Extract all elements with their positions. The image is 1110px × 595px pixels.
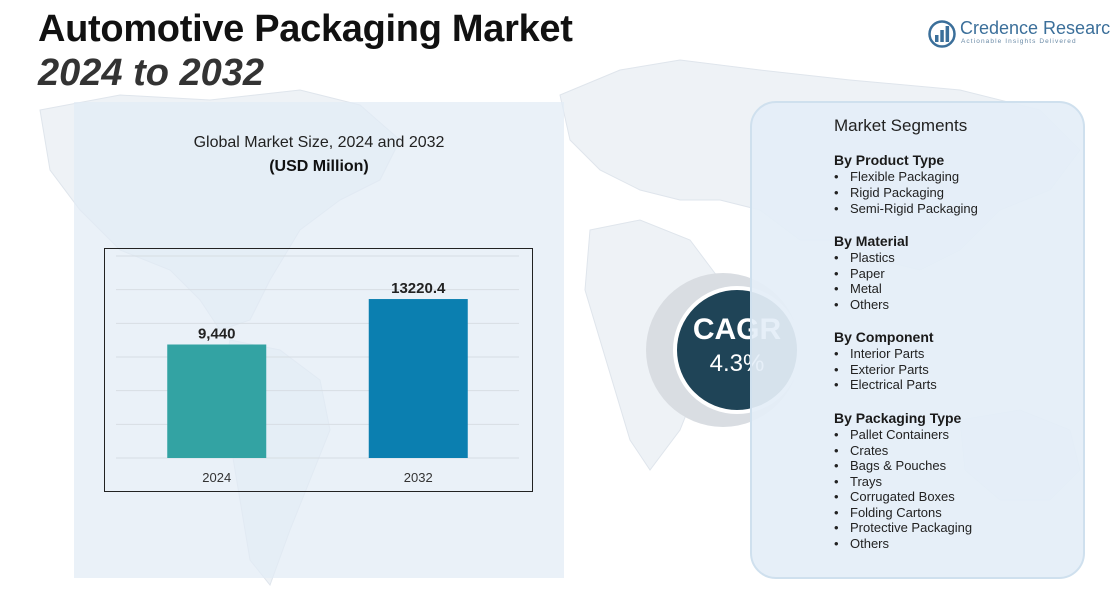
chart-x-tick-label: 2024: [202, 470, 231, 485]
chart-panel: [74, 102, 564, 578]
chart-frame: [104, 248, 533, 492]
segment-item: • Plastics: [834, 250, 895, 265]
segment-item: • Corrugated Boxes: [834, 489, 955, 504]
chart-data-label: 13220.4: [391, 280, 446, 297]
bar-chart: 9,440 2024 13220.4 2032: [104, 248, 533, 492]
bar-chart-logo-icon: [928, 20, 956, 48]
page-title: Automotive Packaging Market: [38, 8, 573, 50]
chart-bar: [167, 344, 267, 458]
segments-panel: [750, 101, 1085, 579]
segments-title: Market Segments: [834, 116, 968, 135]
page-subtitle: 2024 to 2032: [38, 52, 265, 94]
chart-x-tick-label: 2032: [404, 470, 433, 485]
segment-item: • Protective Packaging: [834, 520, 973, 535]
segment-heading: By Packaging Type: [834, 410, 962, 426]
segment-item: • Rigid Packaging: [834, 185, 944, 200]
logo-tagline: Actionable Insights Delivered: [961, 38, 1077, 45]
segment-item: • Others: [834, 536, 890, 551]
segment-heading: By Material: [834, 233, 909, 249]
segment-item: • Electrical Parts: [834, 377, 937, 392]
chart-bar: [368, 299, 468, 458]
segment-heading: By Product Type: [834, 152, 945, 168]
segment-item: • Pallet Containers: [834, 427, 949, 442]
segment-item: • Folding Cartons: [834, 505, 942, 520]
segment-item: • Exterior Parts: [834, 362, 929, 377]
segment-item: • Paper: [834, 266, 885, 281]
chart-data-label: 9,440: [198, 325, 236, 342]
chart-title: Global Market Size, 2024 and 2032: [193, 134, 445, 151]
segment-item: • Trays: [834, 474, 883, 489]
segment-item: • Metal: [834, 281, 882, 296]
logo-name: Credence Research: [960, 18, 1110, 38]
segment-item: • Others: [834, 297, 890, 312]
segment-item: • Flexible Packaging: [834, 169, 960, 184]
segment-item: • Crates: [834, 443, 889, 458]
segment-item: • Semi-Rigid Packaging: [834, 201, 978, 216]
segment-item: • Interior Parts: [834, 346, 925, 361]
chart-unit: (USD Million): [269, 158, 369, 175]
segment-heading: By Component: [834, 329, 934, 345]
segment-item: • Bags & Pouches: [834, 458, 947, 473]
brand-logo[interactable]: Credence Research Actionable Insights De…: [928, 18, 1110, 48]
